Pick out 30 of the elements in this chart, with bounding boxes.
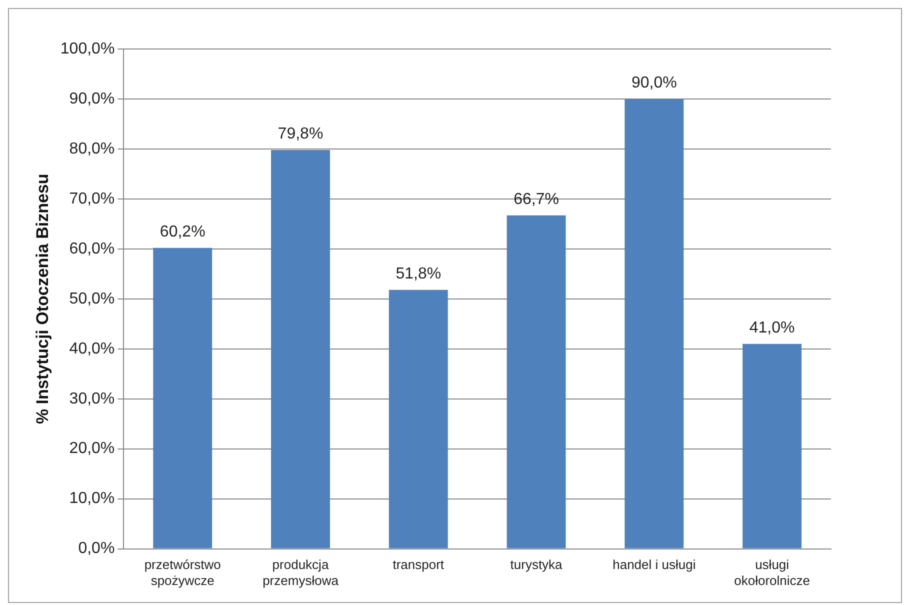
x-tick-label: transport <box>392 557 444 572</box>
x-tick-label: handel i usługi <box>612 557 696 572</box>
y-tick-label: 80,0% <box>69 140 115 158</box>
y-tick-label: 30,0% <box>69 390 115 408</box>
y-tick-label: 20,0% <box>69 440 115 458</box>
y-tick-label: 100,0% <box>60 40 115 58</box>
bar <box>388 290 448 548</box>
y-tick-label: 40,0% <box>69 340 115 358</box>
x-tick-label: przetwórstwo spożywcze <box>144 557 221 588</box>
x-tick-label: usługi okołorolnicze <box>734 557 810 588</box>
y-tick-label: 10,0% <box>69 490 115 508</box>
y-tick-label: 60,0% <box>69 240 115 258</box>
x-tick-label: turystyka <box>510 557 564 572</box>
x-tick-label: produkcja przemysłowa <box>262 557 340 588</box>
bar <box>742 344 802 548</box>
bar <box>271 150 330 548</box>
bar <box>506 215 566 548</box>
y-tick-label: 90,0% <box>69 90 115 108</box>
data-label: 90,0% <box>631 74 677 92</box>
y-axis-title: % Instytucji Otoczenia Biznesu <box>32 174 52 424</box>
y-tick-label: 70,0% <box>69 190 115 208</box>
data-label: 41,0% <box>749 319 795 336</box>
bar <box>153 248 212 548</box>
data-label: 79,8% <box>278 125 324 142</box>
data-label: 60,2% <box>160 223 206 240</box>
y-tick-label: 0,0% <box>78 540 115 558</box>
data-label: 51,8% <box>396 265 442 282</box>
bar <box>624 98 684 548</box>
y-tick-label: 50,0% <box>69 290 115 308</box>
data-label: 66,7% <box>514 190 559 208</box>
